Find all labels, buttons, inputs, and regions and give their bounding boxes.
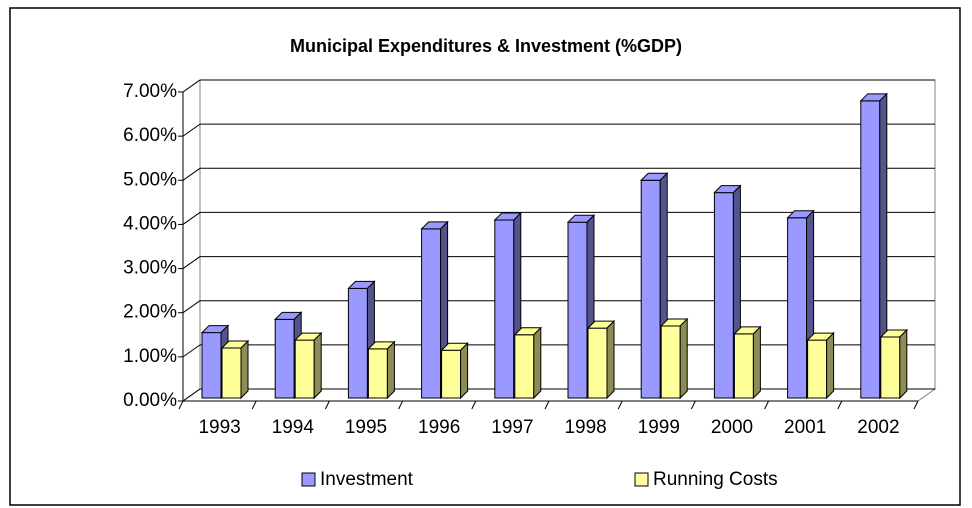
x-tick-label: 1998 <box>564 417 606 438</box>
bar <box>567 221 588 399</box>
bar-side <box>533 326 542 400</box>
y-tick-label: 0.00% <box>123 390 177 411</box>
grid-line-side <box>182 123 201 137</box>
x-tick <box>764 400 770 410</box>
bar <box>441 349 462 399</box>
x-tick <box>398 400 404 410</box>
x-tick <box>324 400 330 410</box>
y-tick-label: 6.00% <box>123 125 177 146</box>
bar <box>587 327 608 399</box>
x-tick-label: 2002 <box>857 417 899 438</box>
bar-side <box>313 331 322 400</box>
bar <box>807 339 828 399</box>
x-tick <box>251 400 257 410</box>
bar-side <box>240 339 249 400</box>
grid-line-side <box>182 388 201 402</box>
grid-line-side <box>182 300 201 314</box>
legend-swatch <box>301 472 316 487</box>
y-tick-label: 2.00% <box>123 302 177 323</box>
x-tick-label: 2000 <box>711 417 753 438</box>
bar <box>713 192 734 399</box>
bar-side <box>386 340 395 400</box>
bar <box>514 334 535 399</box>
x-tick-label: 1995 <box>345 417 387 438</box>
legend-label: Investment <box>320 469 414 490</box>
bar <box>787 217 808 399</box>
x-tick-label: 1996 <box>418 417 460 438</box>
bar <box>660 325 681 399</box>
bar <box>367 348 388 399</box>
bar <box>421 228 442 399</box>
bar <box>347 287 368 399</box>
bar <box>640 179 661 399</box>
x-tick-label: 1999 <box>638 417 680 438</box>
bar-side <box>679 317 688 400</box>
chart-title: Municipal Expenditures & Investment (%GD… <box>290 36 682 56</box>
bar <box>494 219 515 399</box>
x-tick <box>837 400 843 410</box>
x-tick <box>617 400 623 410</box>
legend-label: Running Costs <box>653 469 778 490</box>
bar-side <box>826 331 835 400</box>
grid-line-side <box>182 212 201 225</box>
bar <box>201 332 222 399</box>
x-tick <box>913 400 919 410</box>
x-tick-label: 2001 <box>784 417 826 438</box>
x-tick-label: 1994 <box>272 417 315 438</box>
grid-line-side <box>182 79 201 93</box>
bar <box>221 347 242 399</box>
y-tick-label: 7.00% <box>123 81 177 102</box>
legend-swatch <box>634 472 649 487</box>
grid-line-side <box>182 256 201 269</box>
side-wall <box>182 79 201 402</box>
bar <box>274 318 295 399</box>
bar-side <box>899 328 908 400</box>
x-tick <box>544 400 550 410</box>
bar <box>733 333 754 399</box>
bar <box>880 336 901 399</box>
y-tick-label: 4.00% <box>123 213 177 234</box>
grid-line-side <box>182 344 201 358</box>
bar <box>294 339 315 399</box>
bar-side <box>752 325 761 400</box>
bar-side <box>606 319 615 400</box>
x-tick-label: 1997 <box>491 417 533 438</box>
bar <box>860 100 881 399</box>
x-tick-label: 1993 <box>198 417 240 438</box>
x-tick <box>178 400 184 410</box>
x-tick <box>471 400 477 410</box>
bar-side <box>460 342 469 400</box>
y-tick-label: 5.00% <box>123 169 177 190</box>
y-tick-label: 3.00% <box>123 258 177 279</box>
x-tick <box>690 400 696 410</box>
grid-line-side <box>182 167 201 181</box>
y-tick-label: 1.00% <box>123 346 177 367</box>
